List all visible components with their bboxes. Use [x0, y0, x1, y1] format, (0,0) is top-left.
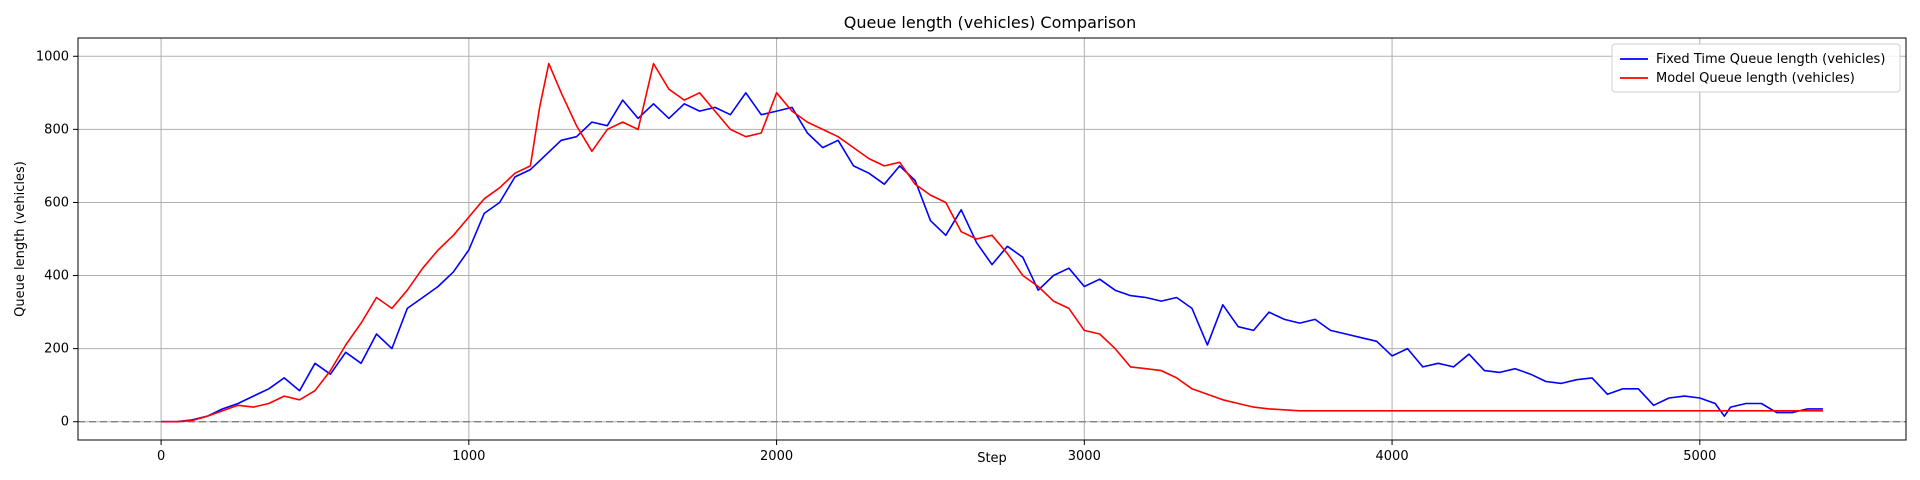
- x-tick-label: 0: [157, 449, 165, 464]
- y-tick-label: 0: [61, 415, 69, 430]
- legend-box: [1611, 43, 1901, 93]
- x-tick-label: 3000: [1068, 449, 1101, 464]
- series-line-2: [161, 62, 1823, 423]
- legend-label: Model Queue length (vehicles): [1656, 71, 1855, 86]
- legend-label: Fixed Time Queue length (vehicles): [1656, 52, 1885, 67]
- x-tick-label: 4000: [1376, 449, 1409, 464]
- x-axis-title: Step: [977, 451, 1007, 466]
- x-axis-ticks: 0 1000 2000 3000 4000 5000: [157, 440, 1716, 464]
- y-axis-ticks: 0 200 400 600 800 1000: [36, 49, 78, 430]
- y-tick-label: 200: [44, 342, 69, 357]
- series-line-1: [161, 92, 1823, 423]
- y-axis-title: Queue length (vehicles): [13, 161, 28, 317]
- grid: [78, 38, 1906, 440]
- x-tick-label: 5000: [1683, 449, 1716, 464]
- y-tick-label: 400: [44, 269, 69, 284]
- plot-frame: [77, 37, 1907, 441]
- x-tick-label: 1000: [452, 449, 485, 464]
- y-tick-label: 600: [44, 195, 69, 210]
- legend: Fixed Time Queue length (vehicles) Model …: [1611, 43, 1901, 93]
- chart-title: Queue length (vehicles) Comparison: [844, 13, 1136, 32]
- x-tick-label: 2000: [760, 449, 793, 464]
- series-lines: [161, 62, 1823, 423]
- y-tick-label: 1000: [36, 49, 69, 64]
- y-tick-label: 800: [44, 122, 69, 137]
